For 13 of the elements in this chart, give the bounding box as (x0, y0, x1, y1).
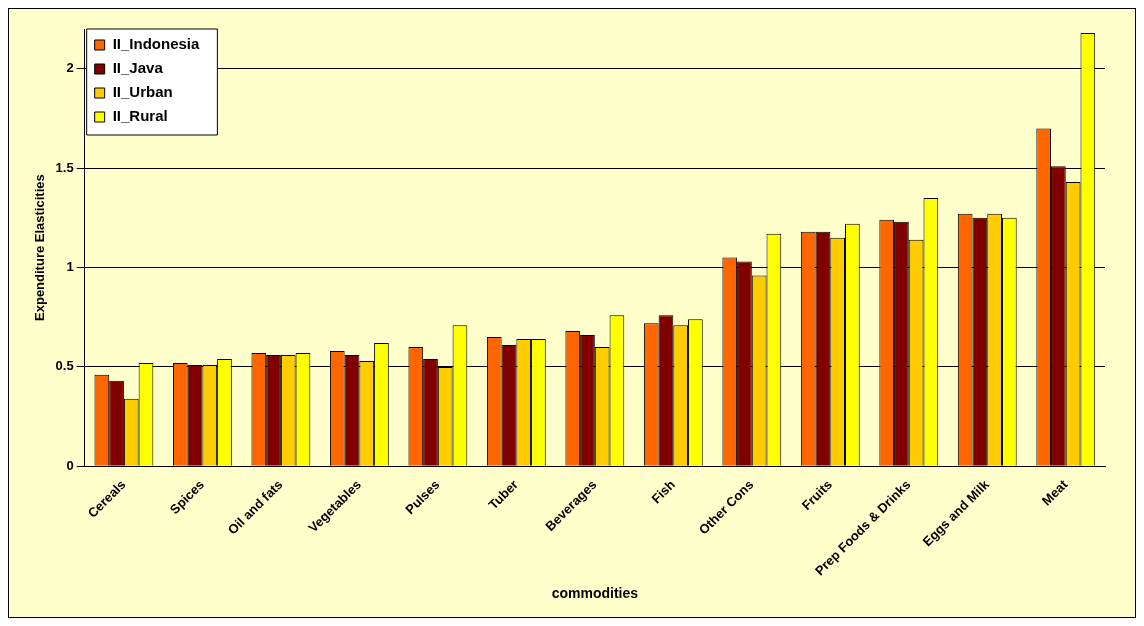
legend-label: II_Rural (112, 107, 168, 125)
y-axis-title: Expenditure Elasticities (32, 174, 48, 321)
legend-label: II_Java (112, 59, 164, 77)
y-tick-label: 0 (66, 457, 74, 473)
legend-label: II_Urban (112, 83, 173, 101)
x-axis-title: commodities (551, 585, 639, 602)
y-tick-label: 1.5 (55, 159, 74, 175)
x-tick-label: Oil and fats (224, 476, 286, 538)
legend-label: II_Indonesia (112, 35, 201, 53)
y-tick-label: 1 (66, 259, 74, 275)
x-tick-label: Fish (648, 476, 679, 507)
y-tick-label: 2 (66, 60, 74, 76)
y-tick-label: 0.5 (55, 358, 74, 374)
